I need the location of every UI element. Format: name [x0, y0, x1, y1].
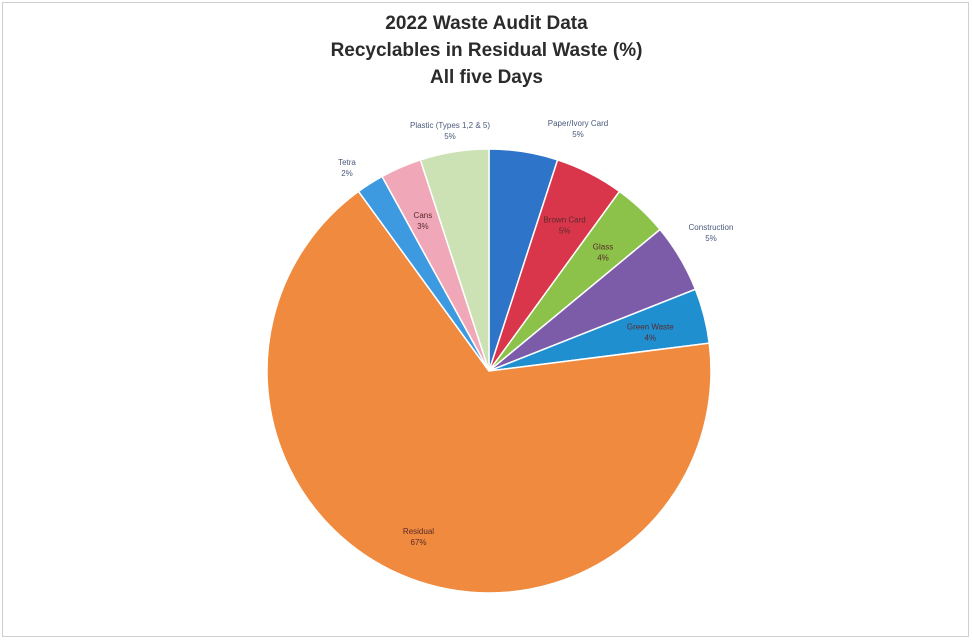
- pie-label-tetra: Tetra 2%: [338, 158, 356, 178]
- pie-label-construction: Construction 5%: [689, 223, 734, 243]
- chart-title-line-1: 2022 Waste Audit Data: [385, 13, 588, 34]
- pie-label-green-waste: Green Waste 4%: [627, 323, 674, 343]
- pie-slice-plastic-types-1-2-5: [419, 148, 490, 372]
- pie-label-plastic-types-1-2-5: Plastic (Types 1,2 & 5) 5%: [410, 121, 490, 141]
- pie-label-brown-card: Brown Card 5%: [543, 216, 585, 236]
- chart-title-line-3: All five Days: [430, 67, 543, 88]
- pie-label-glass: Glass 4%: [593, 243, 613, 263]
- chart-title-line-2: Recyclables in Residual Waste (%): [330, 40, 643, 61]
- pie-labels: Paper/Ivory Card 5% Brown Card 5% Glass 4% Con…: [338, 119, 733, 547]
- chart-title: 2022 Waste Audit Data Recyclables in Res…: [0, 10, 973, 91]
- pie-slice-residual: [266, 190, 712, 594]
- pie-label-paper-ivory-card: Paper/Ivory Card 5%: [548, 119, 608, 139]
- pie-label-residual: Residual 67%: [403, 527, 434, 547]
- pie-slices: [266, 148, 712, 594]
- pie-label-cans: Cans 3%: [414, 211, 433, 231]
